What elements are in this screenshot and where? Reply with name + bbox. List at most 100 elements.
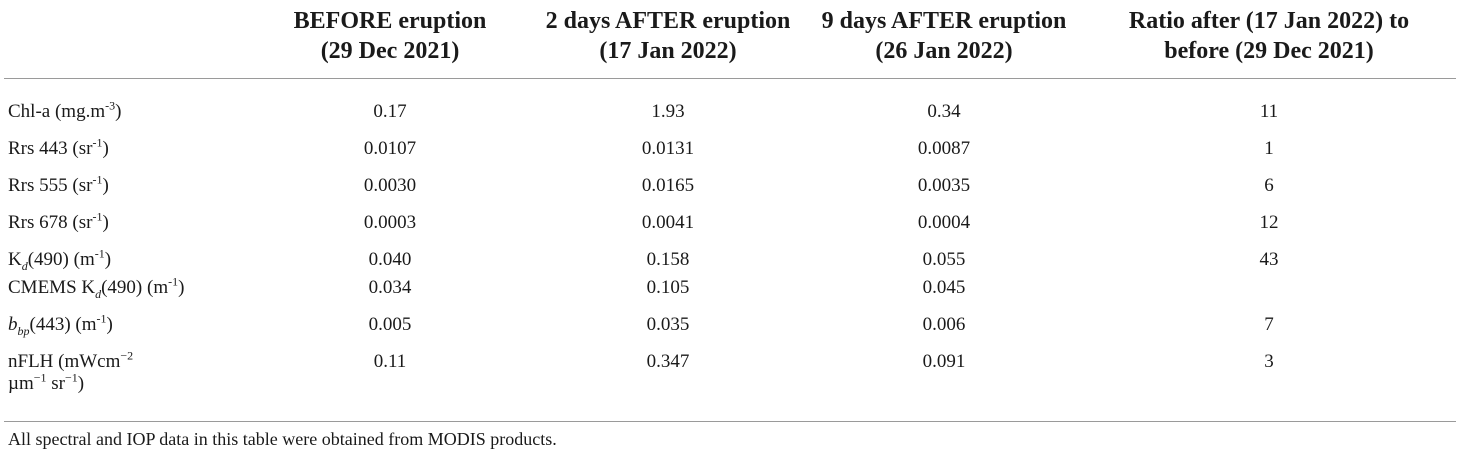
- label-superscript: -1: [92, 135, 103, 150]
- cell-after-9-days: 0.0087: [917, 138, 971, 159]
- label-text-end: ): [115, 101, 122, 122]
- label-superscript-3: −1: [65, 370, 78, 385]
- label-subscript: d: [95, 286, 102, 301]
- eruption-comparison-table: BEFORE eruption (29 Dec 2021) 2 days AFT…: [4, 0, 1456, 450]
- label-text-end: ): [178, 277, 185, 298]
- cell-after-9-days: 0.045: [922, 277, 966, 298]
- header-ratio-line2: before (29 Dec 2021): [1164, 38, 1374, 64]
- cell-after-9-days: 0.055: [922, 249, 966, 270]
- cell-after-9-days: 0.006: [922, 314, 966, 335]
- label-text-end: ): [102, 175, 109, 196]
- label-text: CMEMS K: [8, 277, 96, 298]
- cell-after-2-days: 0.0131: [641, 138, 695, 159]
- cell-before: 0.0107: [363, 138, 417, 159]
- label-text: Rrs 678 (sr: [8, 212, 93, 233]
- label-text-end: ): [77, 373, 85, 394]
- label-text-end: ): [106, 314, 113, 335]
- table-row-kd-490: Kd(490) (m-1) 0.040 0.158 0.055 43: [4, 246, 1456, 277]
- cell-after-2-days: 0.0041: [641, 212, 695, 233]
- label-text-mid: (443) (m: [29, 314, 97, 335]
- header-9days-line2: (26 Jan 2022): [875, 38, 1013, 64]
- label-superscript-2: −1: [33, 370, 47, 385]
- row-label: bbp(443) (m-1): [4, 311, 250, 351]
- header-before-eruption: BEFORE eruption (29 Dec 2021): [250, 0, 530, 79]
- label-superscript: -1: [92, 172, 103, 187]
- cell-ratio: 3: [1264, 351, 1274, 372]
- header-empty-cell: [4, 0, 250, 79]
- table-header-row: BEFORE eruption (29 Dec 2021) 2 days AFT…: [4, 0, 1456, 79]
- label-text-mid: µm: [8, 373, 34, 394]
- label-text: nFLH (mWcm: [8, 351, 121, 372]
- cell-before: 0.0003: [363, 212, 417, 233]
- label-text: Rrs 443 (sr: [8, 138, 93, 159]
- cell-after-2-days: 0.0165: [641, 175, 695, 196]
- cell-before: 0.005: [368, 314, 412, 335]
- label-subscript: d: [21, 258, 28, 273]
- label-text: b: [8, 314, 18, 335]
- row-label: CMEMS Kd(490) (m-1): [4, 274, 250, 314]
- table-footer-row: All spectral and IOP data in this table …: [4, 421, 1456, 451]
- cell-before: 0.034: [368, 277, 412, 298]
- header-before-line1: BEFORE eruption: [293, 8, 487, 34]
- cell-before: 0.0030: [363, 175, 417, 196]
- label-subscript: bp: [17, 323, 30, 338]
- label-superscript: -3: [105, 98, 116, 113]
- label-superscript: -1: [96, 311, 107, 326]
- table-row-nflh: nFLH (mWcm−2 µm−1 sr−1) 0.11 0.347 0.091 …: [4, 348, 1456, 422]
- cell-ratio: 6: [1264, 175, 1274, 196]
- label-text: Chl-a (mg.m: [8, 101, 106, 122]
- cell-ratio: 12: [1259, 212, 1279, 233]
- label-text: K: [8, 249, 22, 270]
- table-row-cmems-kd-490: CMEMS Kd(490) (m-1) 0.034 0.105 0.045: [4, 274, 1456, 314]
- cell-after-2-days: 0.035: [646, 314, 690, 335]
- header-before-line2: (29 Dec 2021): [320, 38, 460, 64]
- cell-ratio: 1: [1264, 138, 1274, 159]
- header-ratio-line1: Ratio after (17 Jan 2022) to: [1128, 8, 1410, 34]
- cell-before: 0.17: [373, 101, 407, 122]
- row-label: Chl-a (mg.m-3): [4, 79, 250, 139]
- table-row-bbp-443: bbp(443) (m-1) 0.005 0.035 0.006 7: [4, 311, 1456, 351]
- cell-ratio: 7: [1264, 314, 1274, 335]
- header-9-days-after: 9 days AFTER eruption (26 Jan 2022): [806, 0, 1082, 79]
- cell-after-2-days: 0.105: [646, 277, 690, 298]
- cell-after-9-days: 0.0035: [917, 175, 971, 196]
- header-9days-line1: 9 days AFTER eruption: [821, 8, 1067, 34]
- row-label: nFLH (mWcm−2 µm−1 sr−1): [4, 348, 250, 422]
- table-row-rrs-555: Rrs 555 (sr-1) 0.0030 0.0165 0.0035 6: [4, 172, 1456, 212]
- table-row-rrs-678: Rrs 678 (sr-1) 0.0003 0.0041 0.0004 12: [4, 209, 1456, 249]
- label-superscript: -1: [94, 246, 105, 261]
- label-text-sr: sr: [46, 373, 65, 394]
- cell-after-9-days: 0.0004: [917, 212, 971, 233]
- header-2days-line1: 2 days AFTER eruption: [545, 8, 791, 34]
- cell-before: 0.11: [373, 351, 407, 372]
- cell-ratio: [1082, 277, 1456, 314]
- label-text-mid: (490) (m: [27, 249, 95, 270]
- row-label: Rrs 443 (sr-1): [4, 135, 250, 175]
- label-text-end: ): [104, 249, 112, 270]
- label-text-end: ): [102, 212, 109, 233]
- cell-ratio: 43: [1259, 249, 1279, 270]
- cell-before: 0.040: [368, 249, 412, 270]
- cell-ratio: 11: [1259, 101, 1279, 122]
- label-superscript: -1: [168, 274, 179, 289]
- row-label: Kd(490) (m-1): [4, 246, 250, 277]
- header-ratio: Ratio after (17 Jan 2022) to before (29 …: [1082, 0, 1456, 79]
- cell-after-9-days: 0.34: [927, 101, 961, 122]
- table-row-rrs-443: Rrs 443 (sr-1) 0.0107 0.0131 0.0087 1: [4, 135, 1456, 175]
- table-row-chl-a: Chl-a (mg.m-3) 0.17 1.93 0.34 11: [4, 79, 1456, 139]
- table-footnote: All spectral and IOP data in this table …: [8, 429, 557, 449]
- cell-after-9-days: 0.091: [922, 351, 966, 372]
- label-text: Rrs 555 (sr: [8, 175, 93, 196]
- label-text-mid: (490) (m: [101, 277, 169, 298]
- label-superscript: −2: [120, 348, 134, 363]
- cell-after-2-days: 0.158: [646, 249, 690, 270]
- cell-after-2-days: 1.93: [651, 101, 685, 122]
- header-2days-line2: (17 Jan 2022): [599, 38, 737, 64]
- cell-after-2-days: 0.347: [646, 351, 690, 372]
- row-label: Rrs 555 (sr-1): [4, 172, 250, 212]
- label-text-end: ): [102, 138, 109, 159]
- label-superscript: -1: [92, 209, 103, 224]
- row-label: Rrs 678 (sr-1): [4, 209, 250, 249]
- header-2-days-after: 2 days AFTER eruption (17 Jan 2022): [530, 0, 806, 79]
